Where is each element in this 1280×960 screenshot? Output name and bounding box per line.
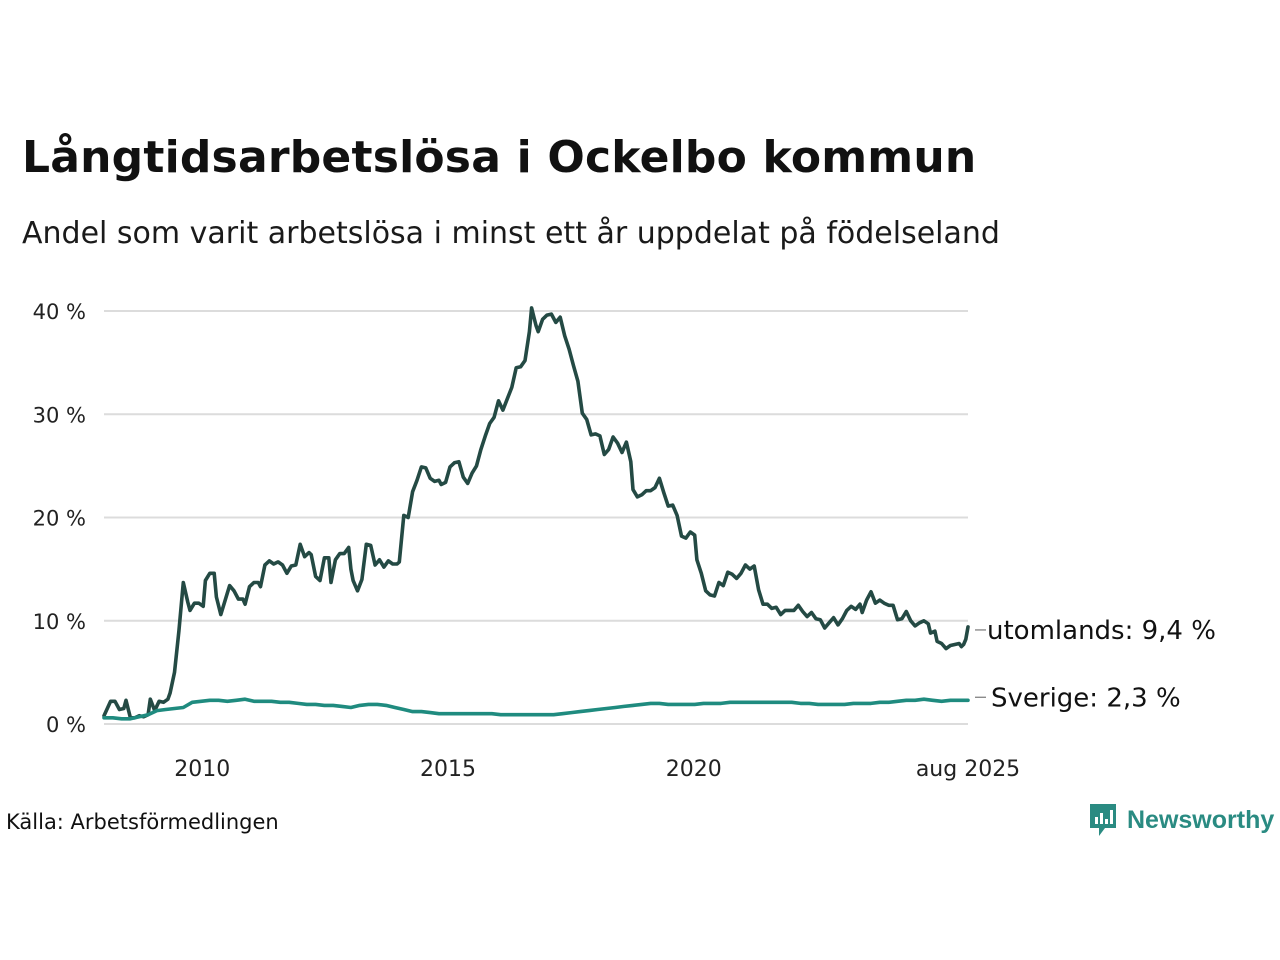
chart-title: Långtidsarbetslösa i Ockelbo kommun [22, 132, 977, 183]
x-tick-label: aug 2025 [916, 757, 1020, 782]
end-label-utomlands: utomlands: 9,4 % [987, 616, 1216, 646]
y-tick-label: 40 % [33, 300, 86, 324]
y-tick-label: 20 % [33, 507, 86, 531]
source-note: Källa: Arbetsförmedlingen [6, 810, 279, 834]
chart-subtitle: Andel som varit arbetslösa i minst ett å… [22, 216, 1000, 251]
x-tick-label: 2020 [666, 757, 722, 782]
gridlines [104, 310, 968, 725]
newsworthy-logo-icon [1090, 804, 1116, 836]
series-line-sverige [102, 697, 970, 721]
x-tick-label: 2010 [174, 757, 230, 782]
x-tick-label: 2015 [420, 757, 476, 782]
series-lines [102, 306, 970, 721]
series-line-utomlands [102, 306, 970, 720]
series-end-labels: utomlands: 9,4 % Sverige: 2,3 % [975, 616, 1216, 713]
brand-logo: Newsworthy [1088, 802, 1274, 838]
end-label-sverige: Sverige: 2,3 % [991, 683, 1181, 713]
y-tick-label: 0 % [46, 713, 86, 737]
y-axis: 0 % 10 % 20 % 30 % 40 % [33, 300, 86, 737]
y-tick-label: 10 % [33, 610, 86, 634]
brand-name: Newsworthy [1127, 805, 1275, 834]
x-axis: 2010 2015 2020 aug 2025 [174, 757, 1020, 782]
y-tick-label: 30 % [33, 403, 86, 427]
